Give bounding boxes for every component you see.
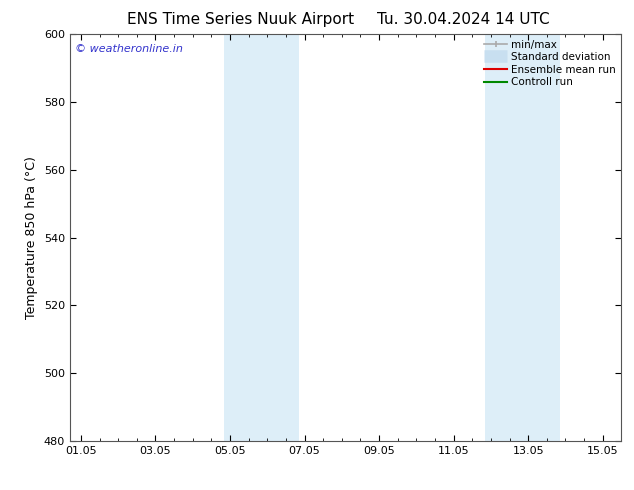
Bar	[485, 34, 560, 441]
Legend: min/max, Standard deviation, Ensemble mean run, Controll run: min/max, Standard deviation, Ensemble me…	[482, 37, 618, 89]
Text: Tu. 30.04.2024 14 UTC: Tu. 30.04.2024 14 UTC	[377, 12, 549, 27]
Text: © weatheronline.in: © weatheronline.in	[75, 45, 183, 54]
Y-axis label: Temperature 850 hPa (°C): Temperature 850 hPa (°C)	[25, 156, 38, 319]
Bar	[224, 34, 299, 441]
Text: ENS Time Series Nuuk Airport: ENS Time Series Nuuk Airport	[127, 12, 354, 27]
